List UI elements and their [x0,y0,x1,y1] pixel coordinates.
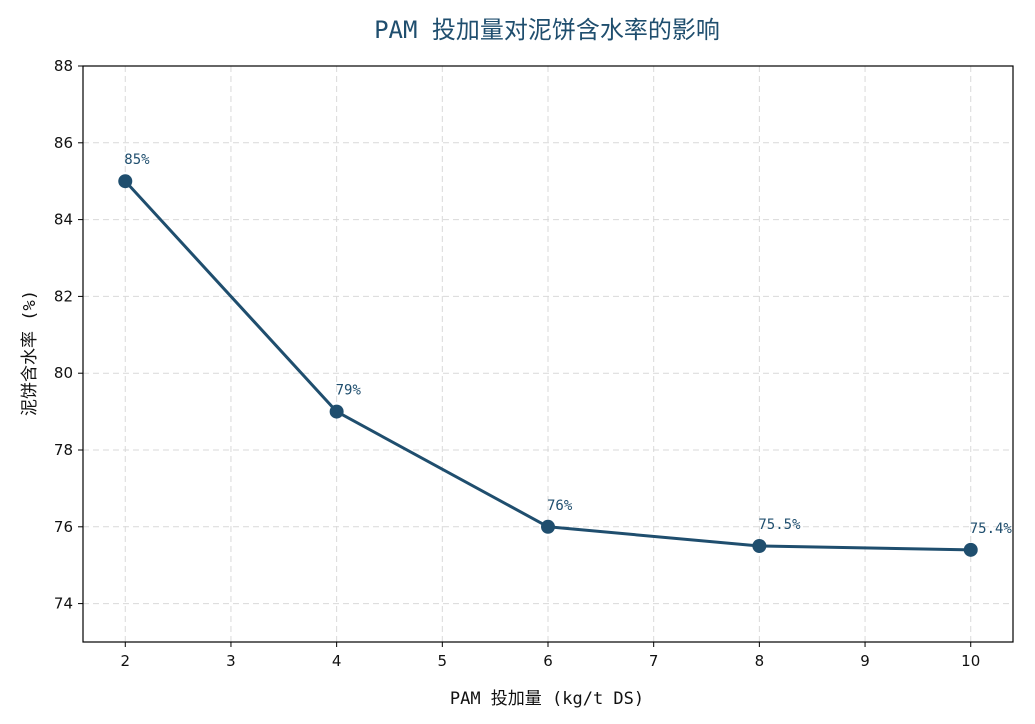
data-point [118,174,133,189]
y-axis-label: 泥饼含水率 (%) [20,290,40,416]
x-tick-label: 4 [332,652,342,670]
data-point [752,539,767,553]
y-tick-label: 82 [54,287,73,305]
series [118,174,978,557]
x-tick-label: 5 [438,652,448,670]
grid [83,65,1013,642]
data-label: 85% [124,152,150,168]
x-tick-label: 6 [543,652,553,670]
x-axis: 2 3 4 5 6 7 8 9 10 [120,642,980,670]
x-tick-label: 9 [860,652,870,670]
x-tick-label: 8 [755,652,765,670]
y-axis: 74 76 78 80 82 84 86 88 [54,57,83,613]
data-point [329,404,344,419]
x-tick-label: 10 [961,652,980,670]
data-labels: 85% 79% 76% 75.5% 75.4% [124,152,1012,537]
y-tick-label: 84 [54,211,73,229]
x-tick-label: 3 [226,652,236,670]
x-tick-label: 2 [120,652,130,670]
x-tick-label: 7 [649,652,659,670]
y-tick-label: 78 [54,441,73,459]
x-axis-label: PAM 投加量 (kg/t DS) [450,689,644,709]
y-tick-label: 76 [54,518,73,536]
y-tick-label: 74 [54,595,73,613]
data-point [963,542,978,557]
y-tick-label: 80 [54,364,73,382]
data-label: 76% [547,498,573,514]
y-tick-label: 88 [54,57,73,75]
chart-title: PAM 投加量对泥饼含水率的影响 [374,16,720,44]
plot-frame [82,65,1014,643]
y-tick-label: 86 [54,134,73,152]
data-label: 75.5% [758,517,801,533]
data-label: 75.4% [970,521,1013,537]
data-point [541,519,555,534]
data-label: 79% [336,383,362,399]
